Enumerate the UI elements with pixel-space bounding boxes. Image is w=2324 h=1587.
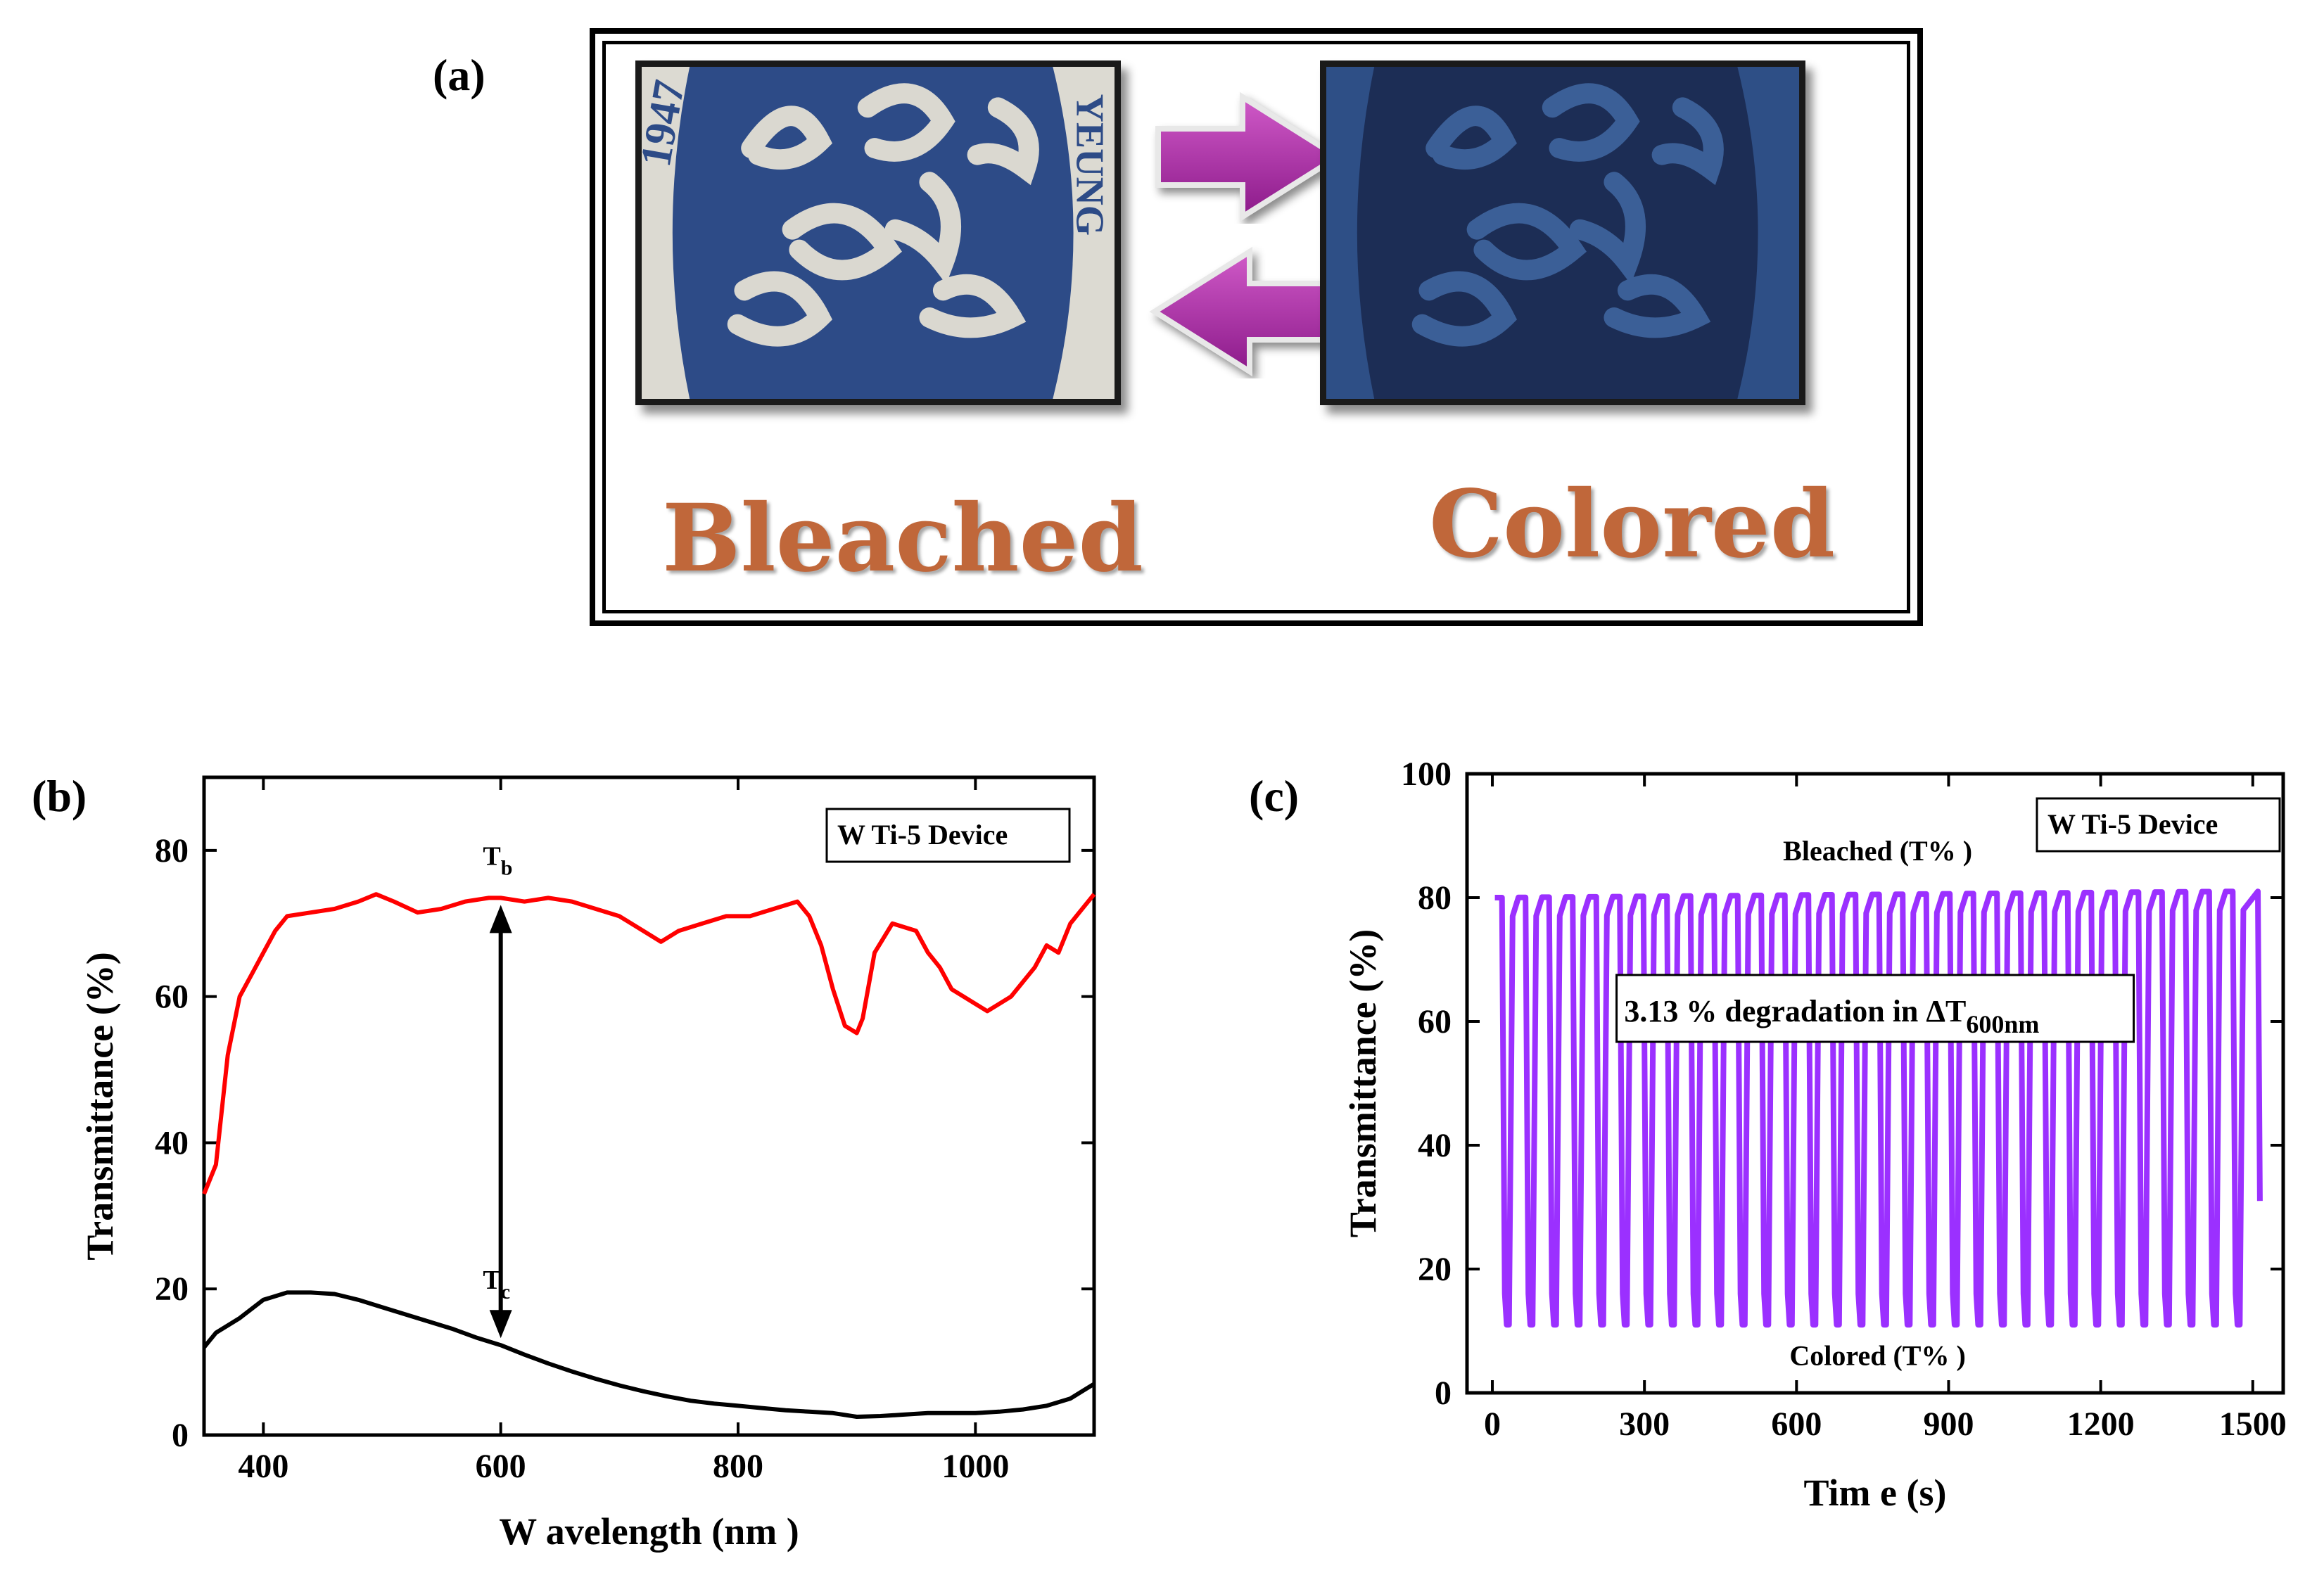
b-series-colored-line <box>202 1290 1096 1419</box>
b-x-tick-label: 800 <box>713 1448 763 1485</box>
magenta-left-arrow-icon <box>1149 246 1337 377</box>
c-legend-box: W Ti-5 Device <box>2036 797 2281 853</box>
colored-caption: Colored <box>1429 470 1836 579</box>
panel-c-label: (c) <box>1249 771 1300 821</box>
c-y-tick-label: 100 <box>1401 756 1452 793</box>
magenta-right-arrow-icon <box>1155 91 1343 222</box>
b-y-tick-label: 20 <box>155 1270 189 1308</box>
c-x-tick-label: 1200 <box>2067 1406 2135 1443</box>
c-x-tick-label: 0 <box>1484 1406 1501 1443</box>
c-x-axis-title: Tim e (s) <box>1804 1472 1947 1514</box>
c-x-tick-label: 1500 <box>2219 1406 2287 1443</box>
panel-a-label: (a) <box>433 50 485 100</box>
b-y-tick-label: 60 <box>155 979 189 1016</box>
bleached-annotation: Bleached (T% ) <box>1783 835 1972 867</box>
b-y-tick-label: 80 <box>155 832 189 869</box>
colored-annotation: Colored (T% ) <box>1789 1339 1965 1371</box>
photo-frame-inner-border <box>602 41 1910 613</box>
b-arrow-head-down <box>489 1310 512 1339</box>
tc-label: Tc <box>483 1266 510 1304</box>
b-legend-text: W Ti-5 Device <box>837 819 1008 850</box>
c-cycling-series-line <box>1494 888 2263 1328</box>
cycling-stability-chart: 0 300 600 900 1200 1500 0 20 40 60 80 100 Tim e (s)… <box>1342 756 2287 1514</box>
c-plot-frame <box>1465 772 2285 1395</box>
c-y-tick-label: 80 <box>1418 879 1452 917</box>
panel-b-label: (b) <box>32 771 87 821</box>
photo-brand-text: YEUNG <box>1067 94 1111 236</box>
c-x-tick-label: 900 <box>1923 1406 1974 1443</box>
c-y-tick-label: 20 <box>1418 1251 1452 1288</box>
c-legend-text: W Ti-5 Device <box>2047 808 2218 840</box>
b-x-tick-label: 400 <box>238 1448 288 1485</box>
c-y-axis-title: Transmittance (%) <box>1342 929 1384 1237</box>
b-x-tick-label: 600 <box>476 1448 526 1485</box>
b-y-tick-label: 0 <box>172 1417 189 1454</box>
b-y-axis-title: Transmittance (%) <box>79 952 121 1260</box>
b-legend-box: W Ti-5 Device <box>825 808 1071 863</box>
degradation-annotation: 3.13 % degradation in ΔT600nm <box>1615 974 2135 1043</box>
colored-device-photo <box>1320 60 1805 405</box>
c-x-tick-label: 600 <box>1771 1406 1822 1443</box>
b-series-bleached-line <box>202 892 1096 1195</box>
c-y-tick-label: 60 <box>1418 1003 1452 1040</box>
bleached-device-photo: 1947 YEUNG <box>635 60 1121 405</box>
bleached-caption: Bleached <box>662 484 1143 593</box>
svg-text:3.13 % degradation in ΔT600nm: 3.13 % degradation in ΔT600nm <box>1624 994 2039 1038</box>
c-x-tick-label: 300 <box>1619 1406 1670 1443</box>
c-y-tick-label: 0 <box>1435 1375 1452 1412</box>
b-arrow-head-up <box>489 905 512 933</box>
b-y-tick-label: 40 <box>155 1124 189 1161</box>
c-y-tick-label: 40 <box>1418 1127 1452 1164</box>
transmittance-spectra-chart: 400 600 800 1000 0 20 40 60 80 W avelength (nm )… <box>79 775 1096 1553</box>
b-x-axis-title: W avelength (nm ) <box>499 1510 799 1553</box>
b-plot-frame <box>202 775 1096 1437</box>
device-photo-frame: 1947 YEUNG Bleached Colored <box>590 28 1923 626</box>
b-x-tick-label: 1000 <box>941 1448 1009 1485</box>
tb-label: Tb <box>483 842 512 880</box>
